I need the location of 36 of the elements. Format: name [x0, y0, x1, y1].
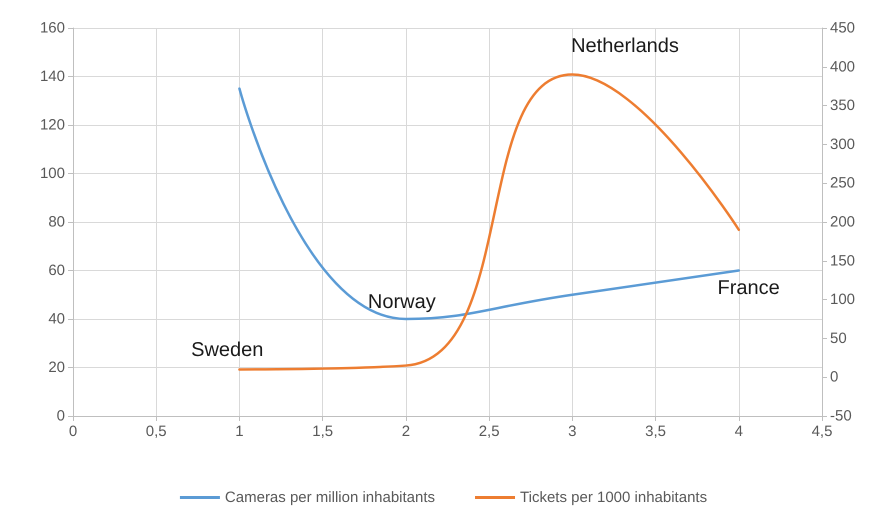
y2-tick-label: -50	[830, 408, 852, 424]
x-tick-label: 4	[734, 423, 743, 440]
y-tick-label: 20	[48, 359, 65, 376]
annotation: France	[717, 276, 780, 299]
y-tick-label: 100	[40, 165, 65, 182]
y2-tick-label: 150	[830, 252, 856, 270]
y2-tick-label: 200	[830, 214, 856, 230]
annotation: Netherlands	[571, 34, 679, 57]
annotation: Norway	[368, 290, 436, 313]
annotation: Sweden	[191, 339, 264, 362]
y2-tick-label: 100	[830, 291, 856, 308]
x-tick-label: 1	[235, 423, 244, 440]
x-tick-label: 2	[402, 423, 410, 440]
y2-tick-label: 0	[830, 368, 838, 386]
x-tick-label: 2,5	[478, 423, 500, 440]
y-tick-label: 120	[40, 116, 65, 134]
y2-tick-label: 350	[830, 97, 856, 114]
y2-tick-label: 450	[830, 20, 856, 36]
legend-label: Cameras per million inhabitants	[224, 489, 436, 506]
y-tick-label: 60	[48, 262, 65, 279]
x-tick-label: 3	[568, 423, 577, 440]
y2-tick-label: 50	[830, 330, 847, 347]
x-tick-label: 0,5	[146, 423, 167, 440]
x-tick-label: 0	[68, 423, 78, 440]
y-tick-label: 140	[40, 68, 65, 85]
x-tick-label: 3,5	[645, 423, 666, 440]
y-tick-label: 40	[48, 310, 65, 328]
x-tick-label: 4,5	[812, 423, 832, 440]
x-tick-label: 1,5	[312, 423, 334, 440]
y-tick-label: 80	[48, 214, 65, 230]
y2-tick-label: 300	[830, 136, 856, 153]
y-tick-label: 160	[40, 20, 65, 36]
legend-label: Tickets per 1000 inhabitants	[520, 489, 708, 506]
y2-tick-label: 250	[830, 174, 856, 192]
y-tick-label: 0	[56, 408, 65, 424]
y2-tick-label: 400	[830, 58, 856, 76]
